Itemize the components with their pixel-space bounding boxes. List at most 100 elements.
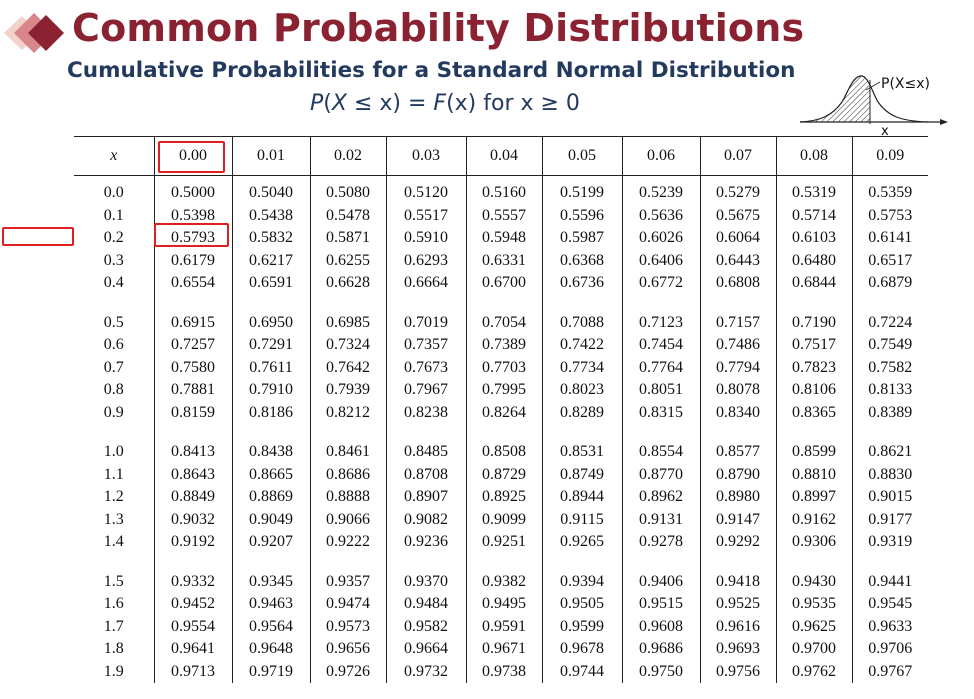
- probability-cell: 0.9452: [153, 593, 232, 616]
- probability-cell: 0.8365: [775, 401, 852, 424]
- page-title: Common Probability Distributions: [72, 6, 805, 50]
- normal-table-container: x 0.00 0.01 0.02 0.03 0.04 0.05 0.06 0.07 0.08 0.…: [74, 136, 928, 683]
- probability-cell: 0.8944: [541, 486, 622, 509]
- cdf-formula: P(X ≤ x) = F(x) for x ≥ 0: [310, 91, 580, 116]
- probability-cell: 0.8830: [851, 463, 928, 486]
- probability-cell: 0.5596: [541, 204, 622, 227]
- probability-cell: 0.9357: [309, 570, 386, 593]
- probability-cell: 0.9608: [621, 615, 700, 638]
- shaded-area: [800, 75, 870, 122]
- table-row: 1.7 0.9554 0.9564 0.9573 0.9582 0.9591 0.9599 0…: [74, 615, 928, 638]
- group-spacer: [74, 424, 928, 441]
- probability-cell: 0.9382: [465, 570, 542, 593]
- highlight-column-0-01: [158, 141, 225, 173]
- probability-cell: 0.5080: [309, 175, 386, 205]
- probability-cell: 0.9418: [699, 570, 776, 593]
- formula-open: (: [323, 91, 332, 116]
- spacer-cell: [385, 294, 466, 312]
- probability-cell: 0.8907: [385, 486, 466, 509]
- probability-cell: 0.8888: [309, 486, 386, 509]
- probability-cell: 0.9495: [465, 593, 542, 616]
- column-header: 0.06: [621, 136, 700, 176]
- table-row: 0.5 0.6915 0.6950 0.6985 0.7019 0.7054 0.7088 0…: [74, 311, 928, 334]
- probability-cell: 0.7794: [699, 356, 776, 379]
- probability-cell: 0.8315: [621, 401, 700, 424]
- probability-cell: 0.9484: [385, 593, 466, 616]
- probability-cell: 0.5517: [385, 204, 466, 227]
- probability-cell: 0.8078: [699, 379, 776, 402]
- probability-cell: 0.9767: [851, 660, 928, 683]
- probability-cell: 0.9406: [621, 570, 700, 593]
- table-header-row: x 0.00 0.01 0.02 0.03 0.04 0.05 0.06 0.07 0.08 0.…: [74, 136, 928, 176]
- probability-cell: 0.5557: [465, 204, 542, 227]
- probability-cell: 0.5120: [385, 175, 466, 205]
- x-axis-arrow: [940, 119, 948, 125]
- probability-cell: 0.6844: [775, 272, 852, 295]
- probability-cell: 0.9719: [231, 660, 310, 683]
- spacer-cell: [621, 424, 700, 441]
- probability-cell: 0.8051: [621, 379, 700, 402]
- probability-cell: 0.6517: [851, 249, 928, 272]
- probability-cell: 0.6217: [231, 249, 310, 272]
- probability-cell: 0.9693: [699, 638, 776, 661]
- spacer-cell: [621, 294, 700, 312]
- normal-probability-table: x 0.00 0.01 0.02 0.03 0.04 0.05 0.06 0.07 0.08 0.…: [74, 136, 928, 683]
- spacer-cell: [851, 553, 928, 571]
- probability-cell: 0.7291: [231, 334, 310, 357]
- spacer-cell: [541, 294, 622, 312]
- probability-cell: 0.9177: [851, 508, 928, 531]
- probability-cell: 0.7190: [775, 311, 852, 334]
- diagram-label: P(X≤x): [881, 76, 930, 92]
- probability-cell: 0.5987: [541, 227, 622, 250]
- probability-cell: 0.7389: [465, 334, 542, 357]
- probability-cell: 0.5040: [231, 175, 310, 205]
- probability-cell: 0.8708: [385, 463, 466, 486]
- probability-cell: 0.8599: [775, 441, 852, 464]
- probability-cell: 0.9573: [309, 615, 386, 638]
- probability-cell: 0.5000: [153, 175, 232, 205]
- probability-cell: 0.6664: [385, 272, 466, 295]
- row-x-value: 1.1: [103, 465, 124, 483]
- probability-cell: 0.9222: [309, 531, 386, 554]
- spacer-cell: [541, 553, 622, 571]
- probability-cell: 0.6554: [153, 272, 232, 295]
- row-x-value: 1.5: [103, 572, 124, 590]
- probability-cell: 0.7517: [775, 334, 852, 357]
- probability-cell: 0.7703: [465, 356, 542, 379]
- probability-cell: 0.9292: [699, 531, 776, 554]
- probability-cell: 0.9265: [541, 531, 622, 554]
- probability-cell: 0.8925: [465, 486, 542, 509]
- spacer-cell: [699, 553, 776, 571]
- normal-curve-diagram: P(X≤x) x: [800, 75, 948, 138]
- probability-cell: 0.6255: [309, 249, 386, 272]
- probability-cell: 0.5714: [775, 204, 852, 227]
- probability-cell: 0.9474: [309, 593, 386, 616]
- probability-cell: 0.9345: [231, 570, 310, 593]
- probability-cell: 0.8770: [621, 463, 700, 486]
- probability-cell: 0.9394: [541, 570, 622, 593]
- probability-cell: 0.5910: [385, 227, 466, 250]
- spacer-cell: [309, 424, 386, 441]
- probability-cell: 0.9099: [465, 508, 542, 531]
- table-row: 1.8 0.9641 0.9648 0.9656 0.9664 0.9671 0.9678 0…: [74, 638, 928, 661]
- probability-cell: 0.9131: [621, 508, 700, 531]
- row-x-value: 0.5: [103, 313, 124, 331]
- probability-cell: 0.9700: [775, 638, 852, 661]
- spacer-cell: [775, 294, 852, 312]
- spacer-cell: [153, 424, 232, 441]
- probability-cell: 0.9430: [775, 570, 852, 593]
- probability-cell: 0.9278: [621, 531, 700, 554]
- probability-cell: 0.7642: [309, 356, 386, 379]
- probability-cell: 0.7324: [309, 334, 386, 357]
- row-x-value: 0.4: [103, 274, 124, 292]
- column-header: 0.09: [851, 136, 928, 176]
- probability-cell: 0.9082: [385, 508, 466, 531]
- table-row: 1.4 0.9192 0.9207 0.9222 0.9236 0.9251 0.9265 0…: [74, 531, 928, 554]
- probability-cell: 0.9582: [385, 615, 466, 638]
- spacer-cell: [465, 294, 542, 312]
- column-header: 0.04: [465, 136, 542, 176]
- spacer-cell: [465, 424, 542, 441]
- table-row: 1.2 0.8849 0.8869 0.8888 0.8907 0.8925 0.8944 0…: [74, 486, 928, 509]
- probability-cell: 0.8643: [153, 463, 232, 486]
- table-row: 0.6 0.7257 0.7291 0.7324 0.7357 0.7389 0.7422 0…: [74, 334, 928, 357]
